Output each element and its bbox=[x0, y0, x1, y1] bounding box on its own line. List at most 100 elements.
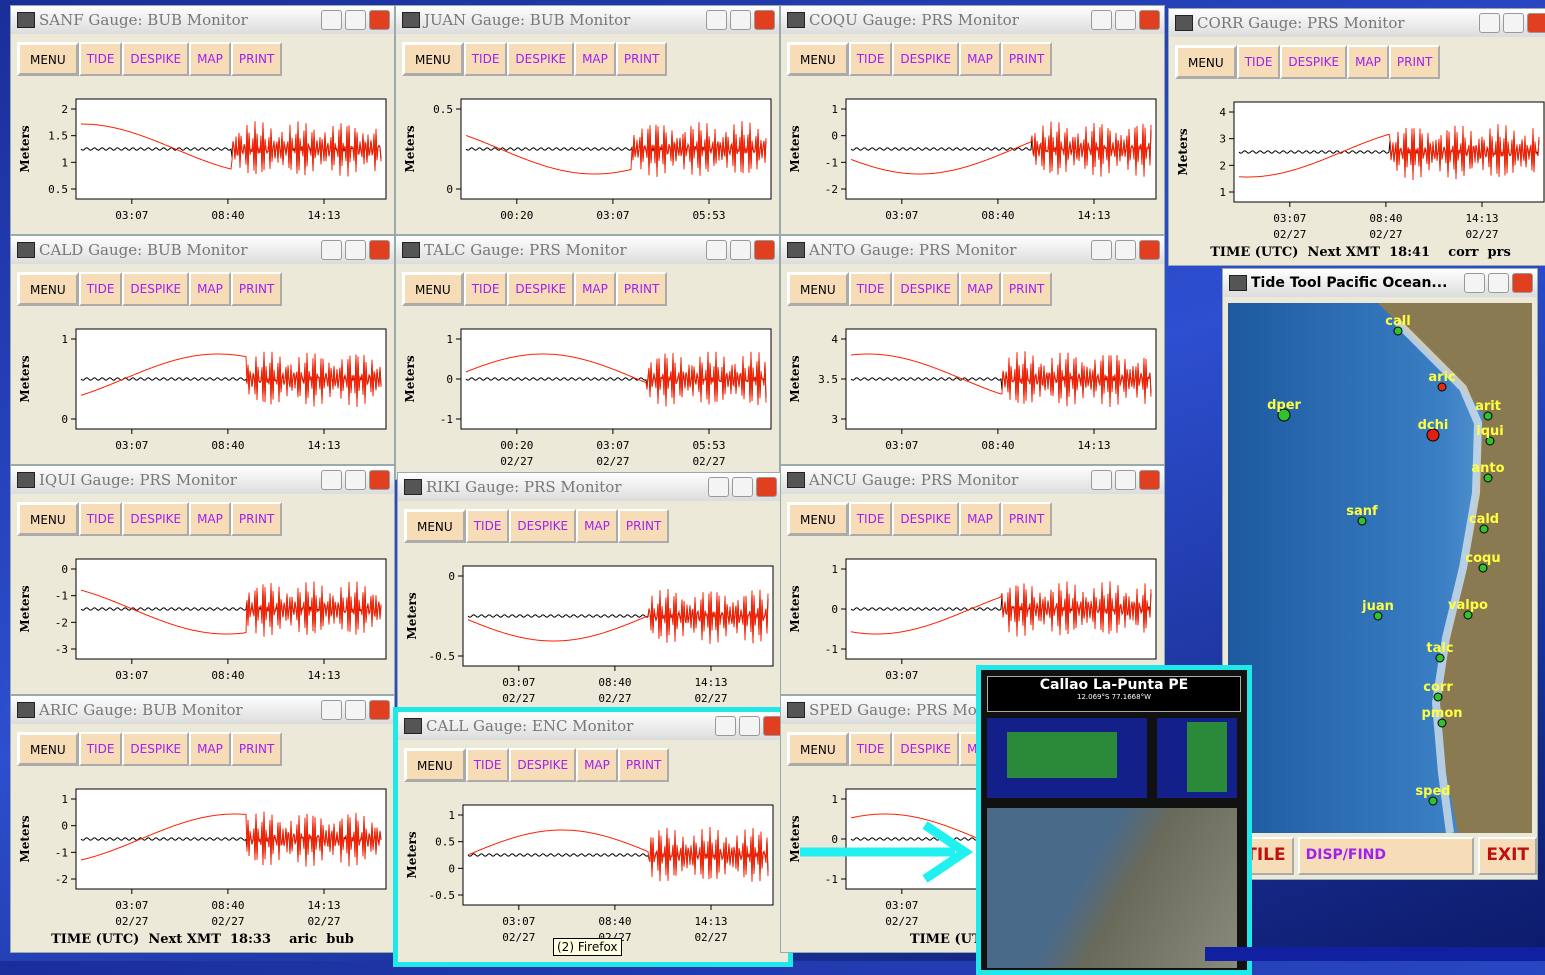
button[interactable]: MAP bbox=[959, 42, 1001, 76]
button[interactable]: DESPIKE bbox=[122, 272, 189, 306]
button[interactable]: PRINT bbox=[231, 502, 282, 536]
button[interactable]: MAP bbox=[574, 42, 616, 76]
minimize[interactable] bbox=[715, 716, 736, 736]
button[interactable]: MAP bbox=[576, 748, 618, 782]
button[interactable]: MAP bbox=[574, 272, 616, 306]
button[interactable]: PRINT bbox=[618, 748, 669, 782]
button[interactable]: DESPIKE bbox=[507, 42, 574, 76]
minimize[interactable] bbox=[1091, 10, 1112, 30]
minimize[interactable] bbox=[321, 470, 342, 490]
button[interactable]: MAP bbox=[189, 272, 231, 306]
button[interactable]: TIDE bbox=[79, 42, 123, 76]
button[interactable]: EXIT bbox=[1478, 837, 1537, 875]
maximize[interactable] bbox=[739, 716, 760, 736]
close[interactable] bbox=[756, 477, 777, 497]
button[interactable]: PRINT bbox=[1001, 42, 1052, 76]
minimize[interactable] bbox=[706, 240, 727, 260]
button[interactable]: MENU bbox=[17, 272, 79, 306]
button[interactable]: PRINT bbox=[1001, 502, 1052, 536]
close[interactable] bbox=[1512, 273, 1533, 293]
button[interactable]: PRINT bbox=[231, 272, 282, 306]
button[interactable]: MENU bbox=[402, 272, 464, 306]
button[interactable]: MAP bbox=[576, 509, 618, 543]
minimize[interactable] bbox=[1091, 240, 1112, 260]
close[interactable] bbox=[369, 10, 390, 30]
button[interactable]: TIDE bbox=[1237, 45, 1281, 79]
button[interactable]: TIDE bbox=[466, 509, 510, 543]
button[interactable]: TIDE bbox=[849, 502, 893, 536]
button[interactable]: MAP bbox=[189, 732, 231, 766]
maximize[interactable] bbox=[1115, 10, 1136, 30]
minimize[interactable] bbox=[708, 477, 729, 497]
minimize[interactable] bbox=[1464, 273, 1485, 293]
maximize[interactable] bbox=[732, 477, 753, 497]
button[interactable]: PRINT bbox=[1001, 272, 1052, 306]
button[interactable]: MENU bbox=[1175, 45, 1237, 79]
button[interactable]: DESPIKE bbox=[892, 272, 959, 306]
button[interactable]: PRINT bbox=[618, 509, 669, 543]
button[interactable]: DESPIKE bbox=[892, 732, 959, 766]
close[interactable] bbox=[369, 700, 390, 720]
button[interactable]: MENU bbox=[402, 42, 464, 76]
minimize[interactable] bbox=[1091, 470, 1112, 490]
button[interactable]: MAP bbox=[1347, 45, 1389, 79]
button[interactable]: MENU bbox=[404, 748, 466, 782]
close[interactable] bbox=[1139, 470, 1160, 490]
button[interactable]: MAP bbox=[959, 502, 1001, 536]
button[interactable]: TIDE bbox=[464, 42, 508, 76]
button[interactable]: DESPIKE bbox=[509, 748, 576, 782]
button[interactable]: DISP/FIND STATIONS bbox=[1298, 837, 1475, 875]
close[interactable] bbox=[754, 240, 775, 260]
maximize[interactable] bbox=[1115, 240, 1136, 260]
close[interactable] bbox=[754, 10, 775, 30]
button[interactable]: MAP bbox=[189, 42, 231, 76]
minimize[interactable] bbox=[321, 700, 342, 720]
maximize[interactable] bbox=[1115, 470, 1136, 490]
maximize[interactable] bbox=[730, 10, 751, 30]
button[interactable]: MENU bbox=[787, 42, 849, 76]
button[interactable]: PRINT bbox=[231, 42, 282, 76]
button[interactable]: DESPIKE bbox=[509, 509, 576, 543]
maximize[interactable] bbox=[1488, 273, 1509, 293]
button[interactable]: DESPIKE bbox=[507, 272, 574, 306]
minimize[interactable] bbox=[321, 10, 342, 30]
button[interactable]: PRINT bbox=[616, 272, 667, 306]
button[interactable]: PRINT bbox=[1389, 45, 1440, 79]
button[interactable]: TIDE bbox=[464, 272, 508, 306]
button[interactable]: DESPIKE bbox=[1280, 45, 1347, 79]
button[interactable]: PRINT bbox=[616, 42, 667, 76]
close[interactable] bbox=[369, 470, 390, 490]
button[interactable]: DESPIKE bbox=[892, 42, 959, 76]
button[interactable]: DESPIKE bbox=[122, 732, 189, 766]
button[interactable]: TIDE bbox=[79, 272, 123, 306]
minimize[interactable] bbox=[1479, 13, 1500, 33]
button[interactable]: MENU bbox=[787, 272, 849, 306]
button[interactable]: TIDE bbox=[849, 42, 893, 76]
close[interactable] bbox=[1139, 10, 1160, 30]
button[interactable]: TIDE bbox=[466, 748, 510, 782]
close[interactable] bbox=[369, 240, 390, 260]
button[interactable]: TIDE bbox=[79, 732, 123, 766]
button[interactable]: MAP bbox=[189, 502, 231, 536]
button[interactable]: MAP bbox=[959, 272, 1001, 306]
button[interactable]: MENU bbox=[404, 509, 466, 543]
button[interactable]: MENU bbox=[17, 42, 79, 76]
maximize[interactable] bbox=[345, 10, 366, 30]
button[interactable]: TIDE bbox=[849, 272, 893, 306]
maximize[interactable] bbox=[345, 240, 366, 260]
button[interactable]: MENU bbox=[787, 502, 849, 536]
maximize[interactable] bbox=[345, 470, 366, 490]
button[interactable]: MENU bbox=[787, 732, 849, 766]
maximize[interactable] bbox=[345, 700, 366, 720]
maximize[interactable] bbox=[730, 240, 751, 260]
button[interactable]: DESPIKE bbox=[892, 502, 959, 536]
button[interactable]: MENU bbox=[17, 732, 79, 766]
minimize[interactable] bbox=[706, 10, 727, 30]
button[interactable]: TIDE bbox=[79, 502, 123, 536]
close[interactable] bbox=[1139, 240, 1160, 260]
minimize[interactable] bbox=[321, 240, 342, 260]
button[interactable]: PRINT bbox=[231, 732, 282, 766]
button[interactable]: MENU bbox=[17, 502, 79, 536]
button[interactable]: TIDE bbox=[849, 732, 893, 766]
maximize[interactable] bbox=[1503, 13, 1524, 33]
